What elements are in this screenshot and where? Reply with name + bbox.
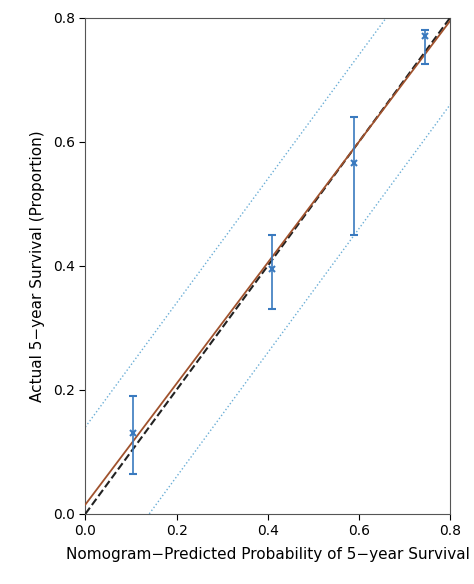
- Y-axis label: Actual 5−year Survival (Proportion): Actual 5−year Survival (Proportion): [29, 130, 45, 402]
- X-axis label: Nomogram−Predicted Probability of 5−year Survival: Nomogram−Predicted Probability of 5−year…: [66, 547, 470, 562]
